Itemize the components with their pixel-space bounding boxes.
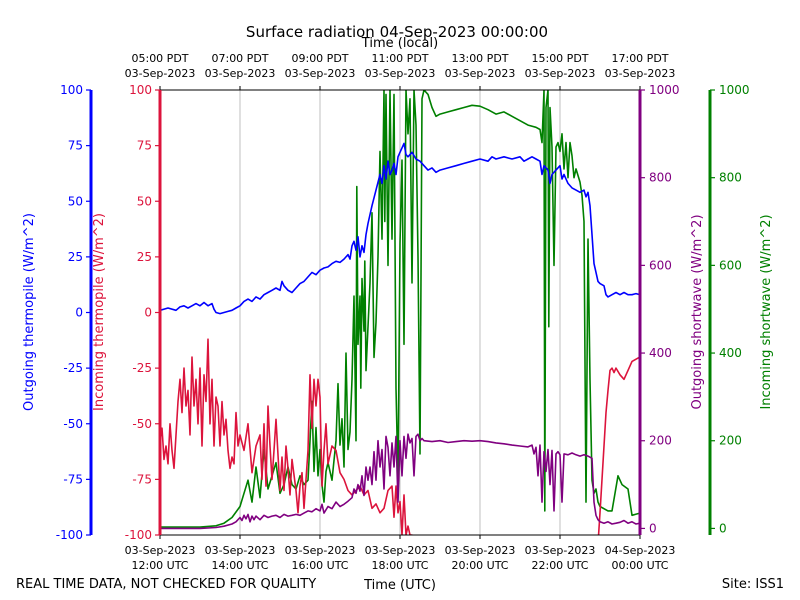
outgoing-shortwave-line bbox=[160, 433, 640, 530]
x-top-tick-time: 17:00 PDT bbox=[611, 52, 668, 65]
incoming-thermopile-tick-label: 0 bbox=[144, 306, 152, 320]
incoming-thermopile-late-line bbox=[597, 356, 640, 535]
outgoing-thermopile-tick-label: -100 bbox=[56, 528, 83, 542]
outgoing-thermopile-tick-label: -75 bbox=[63, 472, 83, 486]
x-top-tick-date: 03-Sep-2023 bbox=[525, 67, 596, 80]
incoming-shortwave-line bbox=[160, 90, 640, 528]
incoming-thermopile-tick-label: 100 bbox=[129, 83, 152, 97]
incoming-shortwave-axis-label: Incoming shortwave (W/m^2) bbox=[759, 214, 774, 409]
x-bottom-tick-date: 03-Sep-2023 bbox=[125, 544, 196, 557]
incoming-thermopile-tick-label: -25 bbox=[132, 361, 152, 375]
incoming-thermopile-tick-label: -50 bbox=[132, 417, 152, 431]
incoming-thermopile-tick-label: 50 bbox=[137, 194, 152, 208]
x-top-tick-time: 05:00 PDT bbox=[131, 52, 188, 65]
outgoing-shortwave-tick-label: 800 bbox=[649, 171, 672, 185]
quality-disclaimer: REAL TIME DATA, NOT CHECKED FOR QUALITY bbox=[16, 577, 316, 592]
outgoing-shortwave-axis-label: Outgoing shortwave (W/m^2) bbox=[690, 214, 705, 409]
outgoing-thermopile-tick-label: 50 bbox=[68, 194, 83, 208]
x-bottom-tick-time: 20:00 UTC bbox=[451, 559, 508, 572]
outgoing-thermopile-line bbox=[160, 142, 640, 315]
x-top-tick-time: 07:00 PDT bbox=[211, 52, 268, 65]
outgoing-shortwave-tick-label: 600 bbox=[649, 258, 672, 272]
x-bottom-tick-time: 18:00 UTC bbox=[371, 559, 428, 572]
incoming-shortwave-tick-label: 400 bbox=[719, 346, 742, 360]
outgoing-shortwave-tick-label: 400 bbox=[649, 346, 672, 360]
site-label: Site: ISS1 bbox=[722, 577, 784, 592]
x-top-tick-date: 03-Sep-2023 bbox=[605, 67, 676, 80]
x-bottom-tick-time: 16:00 UTC bbox=[291, 559, 348, 572]
incoming-thermopile-tick-label: -75 bbox=[132, 472, 152, 486]
incoming-shortwave-tick-label: 0 bbox=[719, 521, 727, 535]
outgoing-thermopile-tick-label: 100 bbox=[60, 83, 83, 97]
x-bottom-tick-date: 03-Sep-2023 bbox=[205, 544, 276, 557]
chart-title: Surface radiation 04-Sep-2023 00:00:00 bbox=[246, 23, 548, 41]
outgoing-thermopile-tick-label: -50 bbox=[63, 417, 83, 431]
outgoing-thermopile-tick-label: 25 bbox=[68, 250, 83, 264]
incoming-thermopile-line bbox=[160, 338, 413, 535]
top-axis-label: Time (local) bbox=[361, 36, 438, 51]
x-top-tick-date: 03-Sep-2023 bbox=[365, 67, 436, 80]
axes: 03-Sep-2023 12:00 UTC 03-Sep-2023 14:00 UTC… bbox=[56, 52, 750, 572]
incoming-shortwave-tick-label: 1000 bbox=[719, 83, 750, 97]
incoming-thermopile-axis-label: Incoming thermopile (W/m^2) bbox=[92, 213, 107, 411]
incoming-thermopile-tick-label: 25 bbox=[137, 250, 152, 264]
x-top-tick-date: 03-Sep-2023 bbox=[205, 67, 276, 80]
x-top-tick-time: 13:00 PDT bbox=[451, 52, 508, 65]
x-bottom-tick-time: 22:00 UTC bbox=[531, 559, 588, 572]
incoming-thermopile-tick-label: -100 bbox=[125, 528, 152, 542]
outgoing-thermopile-tick-label: -25 bbox=[63, 361, 83, 375]
x-bottom-tick-date: 03-Sep-2023 bbox=[445, 544, 516, 557]
x-top-tick-time: 09:00 PDT bbox=[291, 52, 348, 65]
outgoing-shortwave-tick-label: 1000 bbox=[649, 83, 680, 97]
series-lines bbox=[160, 90, 640, 535]
x-top-tick-date: 03-Sep-2023 bbox=[445, 67, 516, 80]
x-bottom-tick-date: 03-Sep-2023 bbox=[285, 544, 356, 557]
x-top-tick-time: 11:00 PDT bbox=[371, 52, 428, 65]
x-bottom-tick-date: 03-Sep-2023 bbox=[365, 544, 436, 557]
incoming-shortwave-tick-label: 200 bbox=[719, 434, 742, 448]
x-bottom-tick-time: 00:00 UTC bbox=[611, 559, 668, 572]
outgoing-thermopile-tick-label: 0 bbox=[75, 306, 83, 320]
incoming-shortwave-tick-label: 800 bbox=[719, 171, 742, 185]
x-bottom-tick-date: 04-Sep-2023 bbox=[605, 544, 676, 557]
x-top-tick-date: 03-Sep-2023 bbox=[125, 67, 196, 80]
incoming-shortwave-tick-label: 600 bbox=[719, 258, 742, 272]
outgoing-shortwave-tick-label: 200 bbox=[649, 434, 672, 448]
x-bottom-tick-date: 03-Sep-2023 bbox=[525, 544, 596, 557]
bottom-axis-label: Time (UTC) bbox=[363, 578, 436, 593]
x-top-tick-date: 03-Sep-2023 bbox=[285, 67, 356, 80]
incoming-thermopile-tick-label: 75 bbox=[137, 139, 152, 153]
outgoing-shortwave-tick-label: 0 bbox=[649, 521, 657, 535]
x-bottom-tick-time: 12:00 UTC bbox=[131, 559, 188, 572]
x-bottom-tick-time: 14:00 UTC bbox=[211, 559, 268, 572]
x-top-tick-time: 15:00 PDT bbox=[531, 52, 588, 65]
outgoing-thermopile-tick-label: 75 bbox=[68, 139, 83, 153]
outgoing-thermopile-axis-label: Outgoing thermopile (W/m^2) bbox=[22, 213, 37, 411]
